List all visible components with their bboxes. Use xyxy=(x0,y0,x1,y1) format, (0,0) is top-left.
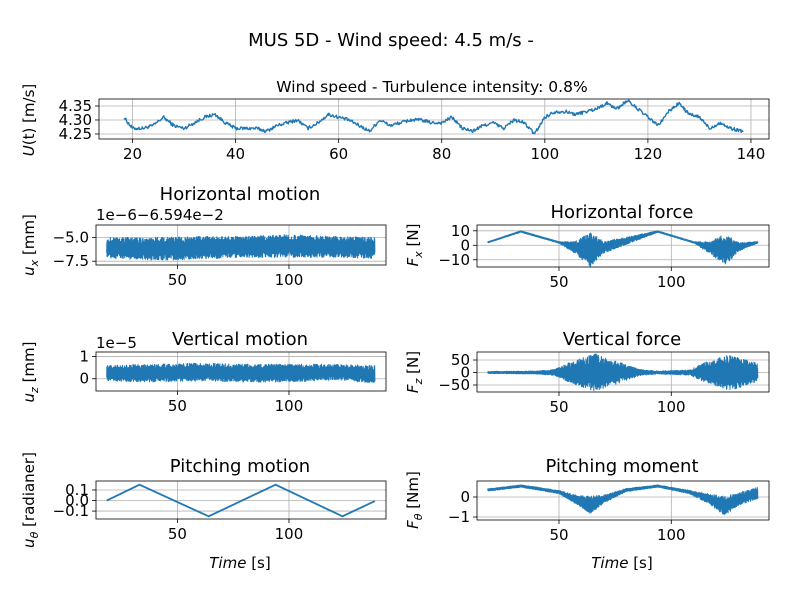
y-tick-label: −50 xyxy=(438,376,470,394)
axes-frame xyxy=(476,224,770,268)
x-tick-label: 100 xyxy=(657,273,686,291)
y-axis-label: uθ [radianer] xyxy=(20,452,41,548)
axis-offset-text: 1e−6−6.594e−2 xyxy=(96,206,224,224)
panel-pmotion: Pitching motion uθ [radianer] Time [s] xyxy=(20,452,310,572)
x-tick-label: 20 xyxy=(123,145,142,163)
y-axis-label: Fx [N] xyxy=(404,224,425,267)
plot-vmotion: 50 100 1 0 xyxy=(79,347,387,415)
y-axis-label: uz [mm] xyxy=(20,342,41,403)
panel-title: Pitching moment xyxy=(546,456,699,477)
y-axis-label: Fθ [Nm] xyxy=(404,471,425,529)
plot-hmotion: 50 100 −5.0 −7.5 xyxy=(53,224,387,289)
x-tick-label: 100 xyxy=(275,397,304,415)
y-tick-label: 0 xyxy=(460,364,470,382)
plot-pmoment: 50 100 0 −1 xyxy=(448,480,770,544)
x-tick-label: 50 xyxy=(549,273,568,291)
panel-title: Vertical motion xyxy=(172,329,308,350)
series-line xyxy=(106,483,376,518)
panel-vmotion: Vertical motion 1e−5 uz [mm] xyxy=(20,329,308,403)
x-tick-label: 50 xyxy=(549,526,568,544)
series-signal xyxy=(487,484,759,515)
panel-hforce: Horizontal force Fx [N] xyxy=(404,202,693,266)
series-line xyxy=(123,99,744,135)
y-tick-label: 50 xyxy=(451,351,470,369)
axes-frame xyxy=(98,98,770,140)
y-tick-label: −7.5 xyxy=(53,252,89,270)
y-tick-label: 0 xyxy=(460,236,470,254)
y-tick-label: 0 xyxy=(460,488,470,506)
panel-hmotion: Horizontal motion 1e−6−6.594e−2 ux [mm] xyxy=(20,184,320,276)
x-tick-label: 100 xyxy=(657,398,686,416)
axes-frame xyxy=(95,480,387,520)
panel-title: Pitching motion xyxy=(170,456,310,477)
y-tick-label: 0.1 xyxy=(65,481,89,499)
panel-wind: Wind speed - Turbulence intensity: 0.8% … xyxy=(20,78,588,156)
x-tick-label: 80 xyxy=(432,145,451,163)
x-tick-label: 100 xyxy=(657,526,686,544)
panel-title: Vertical force xyxy=(563,329,681,350)
y-tick-label: 4.30 xyxy=(59,111,92,129)
series-signal xyxy=(106,362,376,384)
x-tick-label: 100 xyxy=(530,145,559,163)
series-signal xyxy=(106,234,376,261)
axes-frame xyxy=(95,351,387,392)
y-tick-label: −1 xyxy=(448,508,470,526)
axes-frame xyxy=(476,351,770,393)
x-tick-label: 50 xyxy=(168,271,187,289)
x-tick-label: 100 xyxy=(275,525,304,543)
x-tick-label: 120 xyxy=(634,145,663,163)
panel-title: Horizontal motion xyxy=(160,184,321,205)
y-axis-label: Fz [N] xyxy=(404,351,425,393)
y-tick-label: 0 xyxy=(79,370,89,388)
series-signal xyxy=(487,230,759,268)
figure-title: MUS 5D - Wind speed: 4.5 m/s - xyxy=(248,30,534,51)
plot-pmotion: 50 100 0.10.0−0.1 xyxy=(53,480,387,543)
y-tick-label: −10 xyxy=(438,251,470,269)
y-axis-label: ux [mm] xyxy=(20,214,41,276)
y-tick-label: 0.0 xyxy=(65,492,89,510)
y-tick-label: 4.25 xyxy=(59,125,92,143)
x-tick-label: 40 xyxy=(226,145,245,163)
axes-frame xyxy=(95,224,387,266)
axes-frame xyxy=(476,480,770,521)
y-tick-label: 4.35 xyxy=(59,97,92,115)
panel-pmoment: Pitching moment Fθ [Nm] Time [s] xyxy=(404,456,699,572)
y-tick-label: 1 xyxy=(79,347,89,365)
panel-title: Horizontal force xyxy=(551,202,694,223)
x-tick-label: 60 xyxy=(329,145,348,163)
panel-title: Wind speed - Turbulence intensity: 0.8% xyxy=(276,78,587,96)
x-tick-label: 50 xyxy=(549,398,568,416)
y-tick-label: −0.1 xyxy=(53,502,89,520)
x-axis-label: Time [s] xyxy=(591,554,652,572)
x-axis-label: Time [s] xyxy=(209,554,270,572)
y-tick-label: −5.0 xyxy=(53,228,89,246)
x-tick-label: 50 xyxy=(168,397,187,415)
axis-offset-text: 1e−5 xyxy=(96,334,137,352)
y-tick-label: 10 xyxy=(451,222,470,240)
x-tick-label: 50 xyxy=(168,525,187,543)
plot-wind: 20 40 60 80 100 120 140 4.254.304.35 xyxy=(59,97,770,163)
series-signal xyxy=(487,353,759,392)
x-tick-label: 140 xyxy=(737,145,766,163)
y-axis-label: U(t) [m/s] xyxy=(20,84,38,157)
x-tick-label: 100 xyxy=(275,271,304,289)
